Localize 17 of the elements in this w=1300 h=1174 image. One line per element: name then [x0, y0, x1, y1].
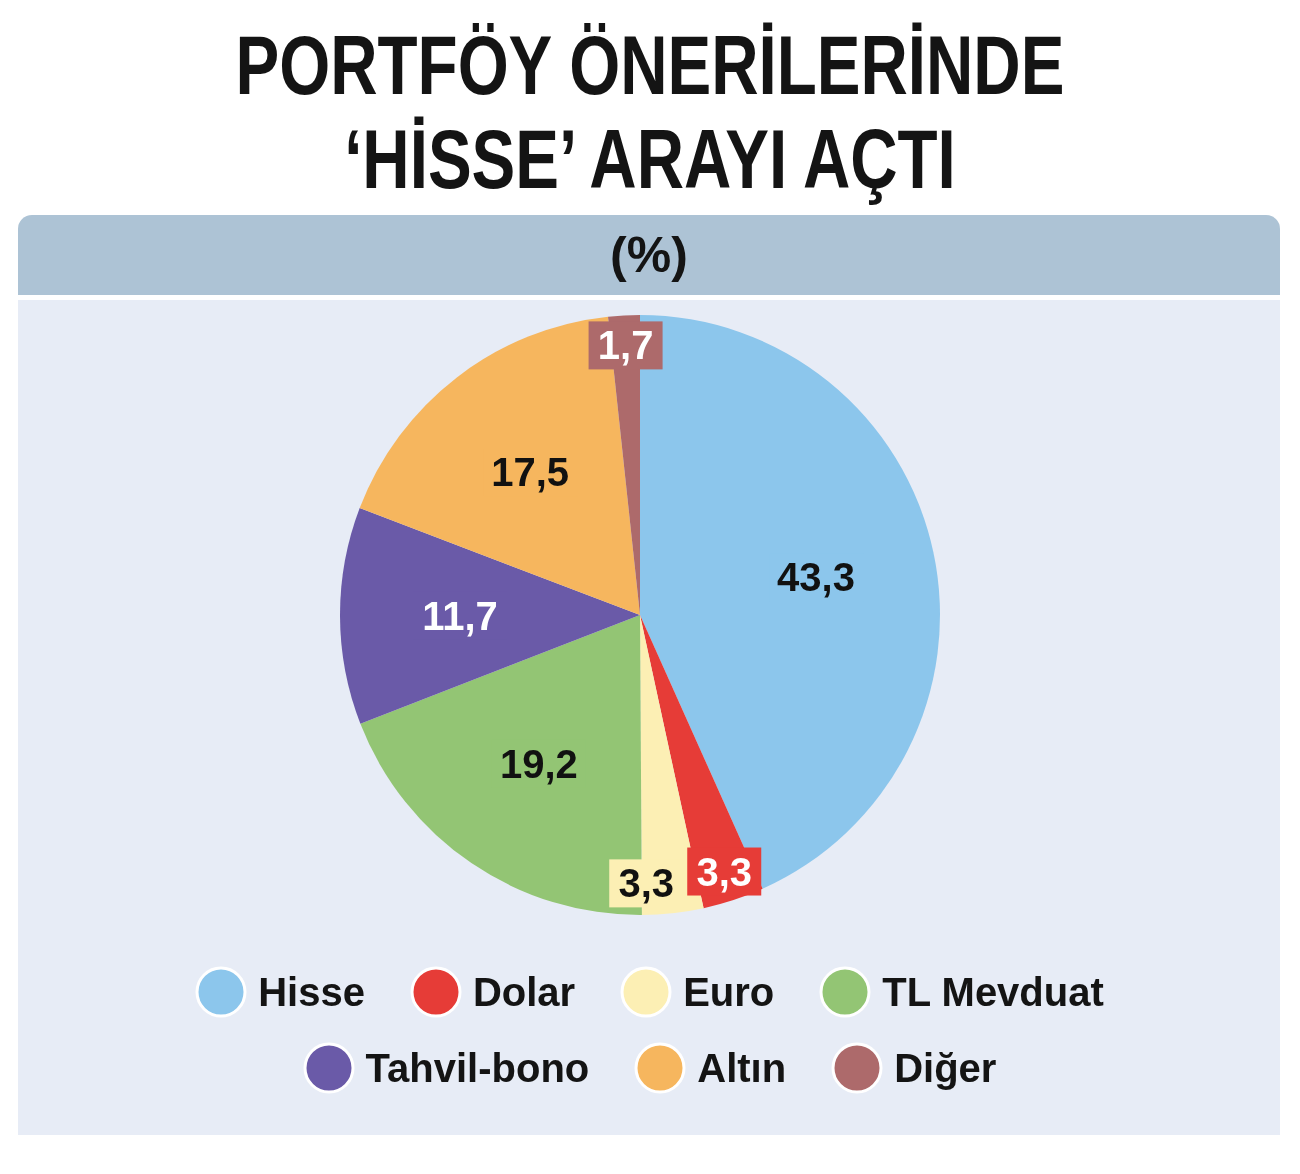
legend-label: Euro	[683, 969, 775, 1014]
pie-slice	[340, 508, 640, 724]
data-label: 3,3	[696, 849, 753, 894]
legend-label: Diğer	[894, 1045, 997, 1090]
legend-label: Tahvil-bono	[365, 1045, 590, 1090]
data-label: 17,5	[491, 450, 570, 495]
data-label: 11,7	[422, 593, 498, 638]
chart-subtitle: (%)	[610, 227, 688, 283]
data-label: 43,3	[777, 555, 855, 600]
data-label: 3,3	[618, 861, 675, 906]
chart-title: PORTFÖY ÖNERİLERİNDE ‘HİSSE’ ARAYI AÇTI	[235, 18, 1065, 206]
data-label: 19,2	[499, 741, 578, 786]
legend-label: Hisse	[258, 969, 365, 1014]
data-label: 1,7	[597, 323, 654, 368]
legend-label: Altın	[697, 1045, 787, 1090]
legend-label: Dolar	[472, 969, 576, 1014]
legend-label: TL Mevduat	[882, 969, 1104, 1014]
